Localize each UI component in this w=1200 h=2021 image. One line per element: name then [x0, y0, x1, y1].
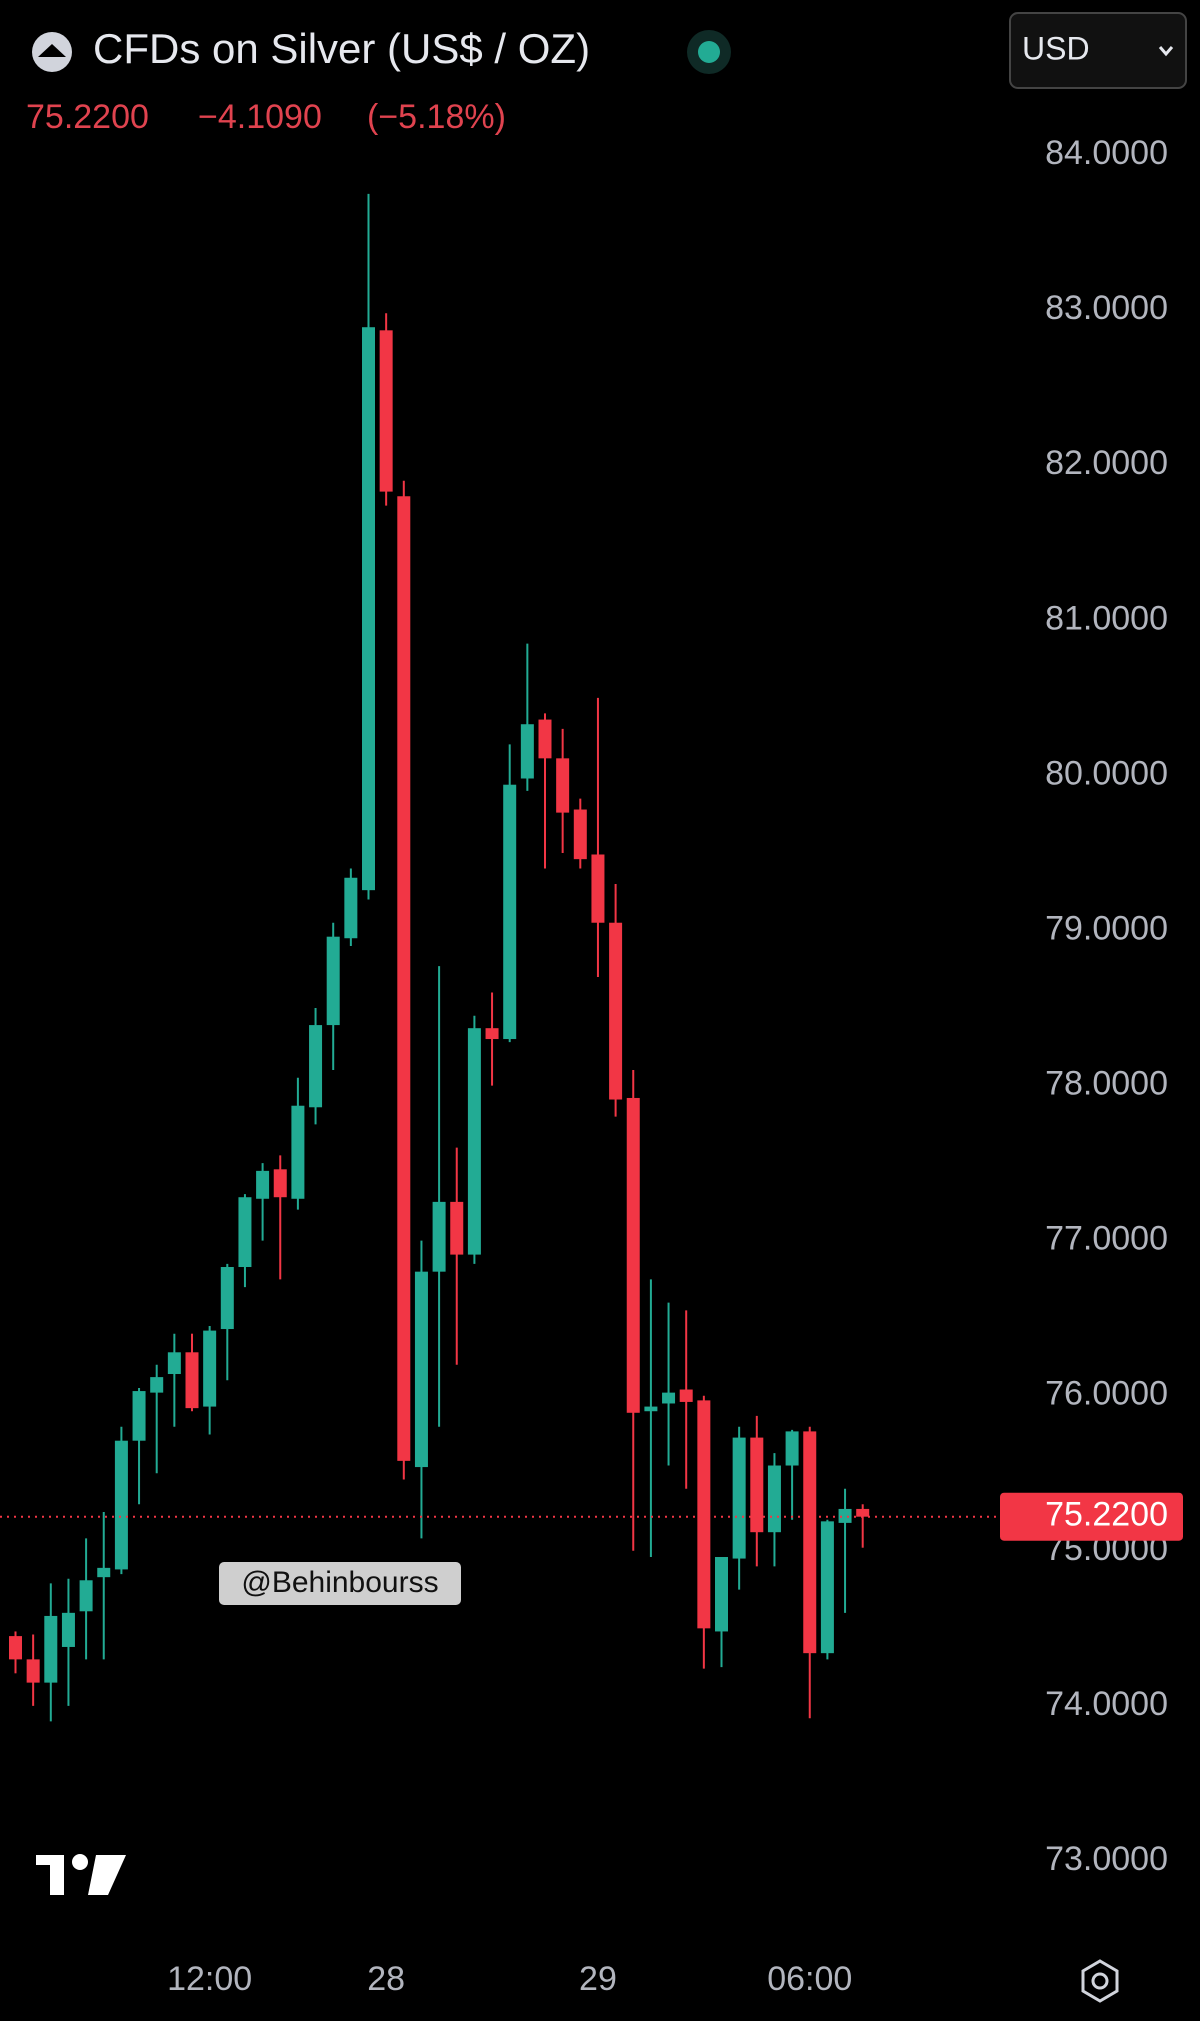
- candle-body: [26, 1659, 40, 1683]
- x-tick-label: 29: [579, 1960, 617, 1998]
- candle-body: [450, 1201, 464, 1255]
- candle-body: [432, 1201, 446, 1272]
- candle-body: [44, 1615, 58, 1683]
- candle-body: [750, 1437, 764, 1533]
- y-tick-label: 80.0000: [1045, 754, 1168, 792]
- candle-body: [9, 1636, 22, 1660]
- price-change-percent: (−5.18%): [367, 98, 506, 136]
- candle-body: [150, 1377, 164, 1393]
- candle-body: [856, 1508, 870, 1517]
- candle-body: [132, 1391, 146, 1441]
- candle-body: [715, 1557, 728, 1632]
- tradingview-logo: [36, 1854, 126, 1895]
- candle-body: [785, 1431, 799, 1466]
- candle-body: [838, 1508, 852, 1523]
- candle-body: [167, 1352, 181, 1375]
- candle-body: [256, 1170, 270, 1199]
- candle-body: [538, 719, 552, 759]
- candle-body: [220, 1267, 234, 1330]
- last-price-tag-label: 75.2200: [1045, 1496, 1168, 1534]
- candle-body: [767, 1465, 781, 1533]
- candle-body: [485, 1028, 499, 1040]
- y-tick-label: 82.0000: [1045, 444, 1168, 482]
- candle-body: [662, 1392, 676, 1404]
- candle-body: [185, 1352, 199, 1409]
- y-tick-label: 81.0000: [1045, 599, 1168, 637]
- y-tick-label: 78.0000: [1045, 1065, 1168, 1103]
- candle-body: [97, 1567, 111, 1578]
- y-tick-label: 83.0000: [1045, 289, 1168, 327]
- candle-body: [79, 1580, 93, 1612]
- candle-body: [414, 1271, 428, 1468]
- currency-dropdown[interactable]: [1009, 12, 1187, 89]
- watermark-box: [219, 1562, 461, 1605]
- candle-body: [556, 758, 570, 813]
- status-dot: [698, 41, 720, 63]
- candle-body: [573, 809, 587, 860]
- candle-body: [238, 1197, 252, 1268]
- candle-body: [362, 327, 375, 891]
- candle-body: [397, 496, 411, 1461]
- candle-body: [61, 1612, 75, 1647]
- watermark: @Behinbourss: [241, 1566, 438, 1599]
- candle-body: [114, 1440, 128, 1570]
- candle-body: [803, 1431, 817, 1654]
- y-tick-label: 79.0000: [1045, 909, 1168, 947]
- last-price: 75.2200: [26, 98, 149, 136]
- candle-body: [344, 877, 358, 939]
- settings-icon[interactable]: [1081, 1959, 1119, 2003]
- chart-title: CFDs on Silver (US$ / OZ): [93, 25, 590, 72]
- x-tick-label: 12:00: [167, 1960, 252, 1998]
- dropdown-arrow[interactable]: [1158, 46, 1174, 57]
- candle-body: [679, 1389, 693, 1402]
- currency-label[interactable]: USD: [1022, 30, 1090, 66]
- symbol-icon-shape: [38, 44, 66, 57]
- candle-body: [609, 922, 623, 1100]
- candle-body: [697, 1400, 711, 1629]
- candle-body: [644, 1406, 658, 1412]
- candle-body: [379, 330, 393, 492]
- candle-body: [503, 784, 517, 1040]
- y-tick-label: 74.0000: [1045, 1685, 1168, 1723]
- x-tick-label: 06:00: [767, 1960, 852, 1998]
- candle-body: [626, 1097, 640, 1413]
- price-change: −4.1090: [198, 98, 322, 136]
- candle-body: [467, 1028, 481, 1255]
- candle-body: [309, 1025, 323, 1108]
- y-tick-label: 76.0000: [1045, 1375, 1168, 1413]
- candle-body: [203, 1330, 217, 1407]
- candle-body: [291, 1105, 305, 1199]
- candle-body: [273, 1169, 287, 1198]
- y-tick-label: 77.0000: [1045, 1220, 1168, 1258]
- candle-body: [820, 1521, 834, 1654]
- last-price-tag: [1000, 1492, 1183, 1541]
- y-tick-label: 84.0000: [1045, 134, 1168, 172]
- candle-body: [326, 936, 340, 1026]
- x-tick-label: 28: [367, 1960, 405, 1998]
- y-tick-label: 73.0000: [1045, 1840, 1168, 1878]
- candle-body: [520, 724, 534, 779]
- candle-body: [591, 854, 605, 923]
- candle-body: [732, 1437, 746, 1559]
